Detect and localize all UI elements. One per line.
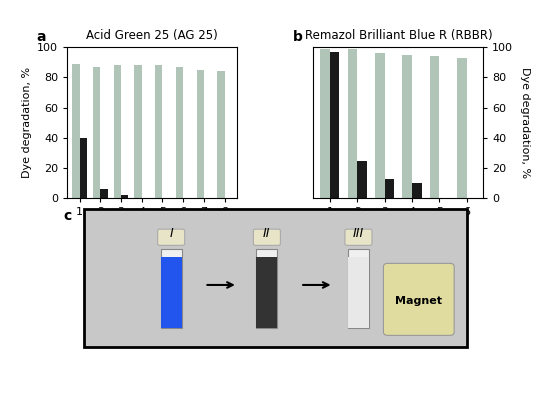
Bar — [257, 257, 277, 328]
FancyBboxPatch shape — [253, 229, 280, 245]
Bar — [430, 56, 439, 198]
FancyBboxPatch shape — [158, 229, 185, 245]
Text: III: III — [353, 227, 364, 240]
Bar — [79, 138, 87, 198]
Bar — [217, 72, 224, 198]
FancyBboxPatch shape — [383, 263, 454, 335]
Text: II: II — [263, 227, 271, 240]
Bar — [412, 183, 422, 198]
Bar — [348, 249, 369, 328]
Bar — [134, 65, 142, 198]
FancyBboxPatch shape — [84, 209, 467, 347]
Bar — [121, 195, 128, 198]
Bar — [330, 52, 339, 198]
Bar — [155, 65, 162, 198]
Bar — [197, 70, 204, 198]
Y-axis label: Dye degradation, %: Dye degradation, % — [520, 67, 530, 178]
Bar — [375, 53, 384, 198]
Bar — [458, 58, 467, 198]
X-axis label: Cycle number: Cycle number — [360, 223, 437, 233]
Text: c: c — [63, 209, 71, 223]
Bar — [161, 249, 182, 328]
Bar — [93, 67, 100, 198]
Bar — [402, 55, 412, 198]
Bar — [161, 257, 182, 328]
Bar — [72, 64, 79, 198]
Title: Acid Green 25 (AG 25): Acid Green 25 (AG 25) — [86, 29, 218, 42]
Bar — [114, 65, 121, 198]
Text: I: I — [169, 227, 173, 240]
Bar — [100, 189, 107, 198]
Bar — [320, 49, 330, 198]
Text: a: a — [37, 30, 46, 44]
Bar — [347, 49, 357, 198]
Bar — [357, 161, 367, 198]
FancyBboxPatch shape — [345, 229, 372, 245]
Y-axis label: Dye degradation, %: Dye degradation, % — [21, 67, 32, 178]
Bar — [384, 179, 394, 198]
Bar — [348, 257, 369, 328]
Bar — [176, 67, 183, 198]
Bar — [257, 249, 277, 328]
Text: b: b — [293, 30, 303, 44]
Text: Magnet: Magnet — [395, 296, 442, 306]
Title: Remazol Brilliant Blue R (RBBR): Remazol Brilliant Blue R (RBBR) — [304, 29, 492, 42]
X-axis label: Cycle number: Cycle number — [113, 223, 191, 233]
